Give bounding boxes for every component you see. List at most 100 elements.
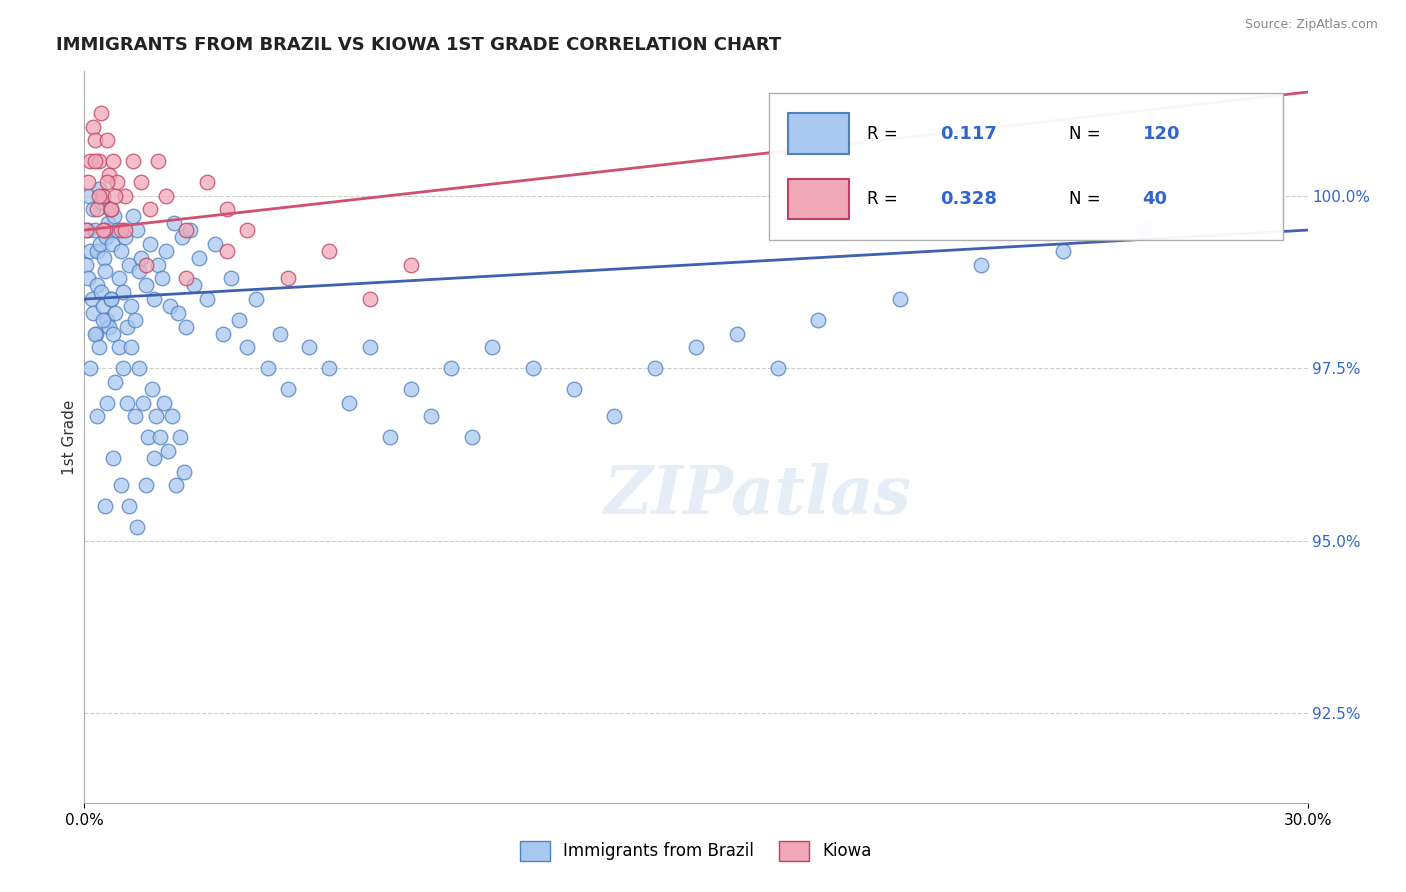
Point [96,312,118,326]
Point [108,340,131,354]
Point [145,409,167,424]
Point [100,292,122,306]
Point [195,292,218,306]
Point [91,299,114,313]
Point [100,292,122,306]
Point [76,223,98,237]
Text: N =: N = [1069,125,1107,143]
Point [183,278,205,293]
Point [380,430,402,444]
Point [105,223,128,237]
Point [131,251,153,265]
Point [136,430,159,444]
Point [204,236,226,251]
Point [245,292,267,306]
Point [603,409,626,424]
Point [86,244,108,258]
Point [138,202,160,217]
Point [156,443,179,458]
Point [77,175,100,189]
Point [725,326,748,341]
Point [96,395,118,409]
Point [1133,223,1156,237]
Point [420,409,443,424]
Point [93,499,115,513]
Point [318,244,340,258]
Point [101,326,124,341]
Point [132,395,155,409]
Text: N =: N = [1069,190,1107,209]
Point [97,216,120,230]
Point [110,478,132,492]
Point [87,340,110,354]
Point [83,154,105,169]
Point [128,361,150,376]
Point [91,188,114,202]
Point [217,244,239,258]
Text: R =: R = [868,125,903,143]
Point [174,223,197,237]
Point [142,450,165,465]
Point [77,271,100,285]
Point [219,271,242,285]
Point [142,292,165,306]
Point [146,258,169,272]
Text: 0.117: 0.117 [941,125,997,143]
Text: R =: R = [868,190,903,209]
Point [970,258,993,272]
Point [195,175,218,189]
Point [90,195,112,210]
Point [86,409,108,424]
Point [118,499,141,513]
Point [298,340,321,354]
Point [644,361,666,376]
Point [115,395,138,409]
Point [82,306,104,320]
Point [112,361,135,376]
Point [114,230,136,244]
Point [318,361,340,376]
Point [98,202,121,217]
Text: 40: 40 [1143,190,1167,209]
Bar [787,179,849,219]
Point [87,188,110,202]
Point [179,223,201,237]
Point [108,271,131,285]
Point [146,154,169,169]
Point [103,209,125,223]
Point [135,258,157,272]
Point [124,312,146,326]
Point [399,382,422,396]
Point [165,478,187,492]
Point [101,450,124,465]
Point [685,340,707,354]
Point [461,430,484,444]
Point [173,465,195,479]
Point [359,292,381,306]
Point [82,120,104,134]
Point [90,285,112,300]
Point [889,292,911,306]
Point [87,154,110,169]
Point [135,478,157,492]
Point [83,326,105,341]
Point [89,236,111,251]
Point [114,188,136,202]
Point [562,382,585,396]
Point [79,244,101,258]
Point [101,154,124,169]
Point [339,395,361,409]
Point [522,361,544,376]
Point [122,154,145,169]
Point [83,133,105,147]
Point [138,236,160,251]
Point [228,312,250,326]
Point [127,223,149,237]
Point [86,278,108,293]
Point [75,223,97,237]
Point [100,202,122,217]
Point [481,340,503,354]
Point [84,326,107,341]
Point [155,188,177,202]
Point [112,285,135,300]
